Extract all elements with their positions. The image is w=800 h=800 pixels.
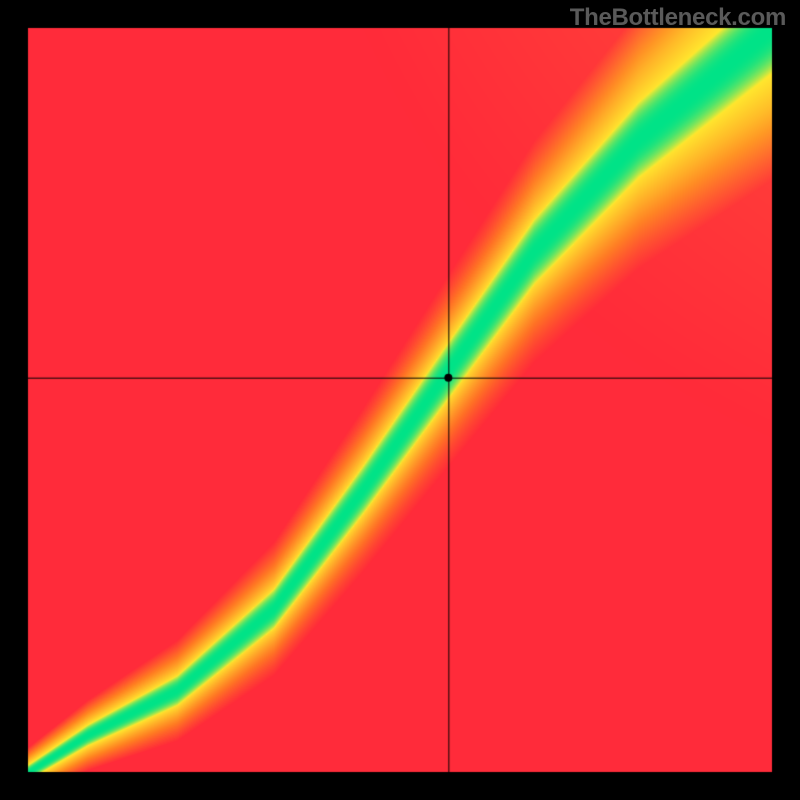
chart-container: TheBottleneck.com <box>0 0 800 800</box>
bottleneck-heatmap <box>0 0 800 800</box>
watermark-text: TheBottleneck.com <box>570 4 786 32</box>
